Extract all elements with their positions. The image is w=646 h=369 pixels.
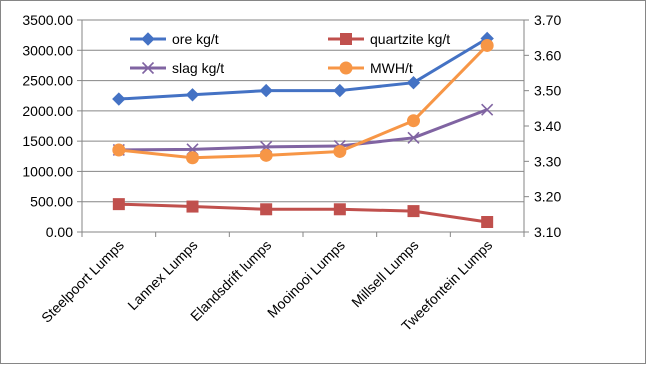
y-right-tick-label: 3.50	[534, 83, 561, 99]
series-line	[118, 202, 488, 224]
series-line	[118, 37, 488, 101]
y-left-tick-label: 3000.00	[22, 42, 73, 58]
series-mwh-t	[112, 38, 494, 165]
series-quartzite-kg-t	[112, 198, 494, 229]
series	[112, 31, 494, 229]
data-point	[185, 88, 200, 102]
legend-swatch-marker	[141, 32, 155, 46]
legend-label: ore kg/t	[172, 31, 219, 47]
y-right-tick-label: 3.60	[534, 47, 561, 63]
data-point	[407, 205, 420, 218]
data-point	[407, 114, 420, 128]
y-right-tick-label: 3.20	[534, 189, 561, 205]
data-point	[481, 103, 494, 116]
legend-label: slag kg/t	[172, 60, 224, 76]
y-left-tick-label: 2000.00	[22, 103, 73, 119]
data-point	[333, 144, 347, 158]
legend-entry: MWH/t	[328, 60, 413, 76]
data-point	[333, 203, 346, 216]
data-point	[112, 198, 125, 211]
legend-swatch-marker	[339, 61, 353, 75]
y-right-tick-label: 3.10	[534, 224, 561, 240]
y-right-tick-label: 3.70	[534, 12, 561, 28]
y-left-tick-label: 1000.00	[22, 163, 73, 179]
y-left-tick-label: 3500.00	[22, 12, 73, 28]
y-left-tick-label: 500.00	[30, 194, 73, 210]
y-left-tick-label: 1500.00	[22, 133, 73, 149]
data-point	[407, 131, 420, 144]
legend: ore kg/t quartzite kg/t slag kg/t MWH/t	[130, 31, 450, 76]
data-point	[333, 83, 347, 98]
data-point	[406, 75, 421, 90]
data-point	[260, 203, 273, 216]
series-line	[118, 44, 489, 160]
data-point	[112, 92, 126, 106]
legend-entry: ore kg/t	[130, 31, 219, 47]
legend-label: MWH/t	[370, 60, 413, 76]
data-point	[259, 83, 273, 98]
legend-label: quartzite kg/t	[370, 31, 450, 47]
legend-swatch-marker	[340, 33, 352, 45]
y-right-tick-label: 3.30	[534, 153, 561, 169]
legend-swatch-marker	[141, 61, 155, 75]
legend-entry: slag kg/t	[130, 60, 224, 76]
data-point	[481, 216, 494, 229]
data-point	[112, 143, 126, 157]
y-left-tick-label: 0.00	[46, 224, 73, 240]
data-point	[186, 200, 199, 213]
data-point	[186, 151, 199, 165]
legend-entry: quartzite kg/t	[328, 31, 450, 47]
y-right-tick-label: 3.40	[534, 118, 561, 134]
y-left-tick-label: 2500.00	[22, 73, 73, 89]
series-line	[118, 108, 488, 152]
data-point	[480, 38, 494, 52]
data-point	[259, 148, 273, 162]
